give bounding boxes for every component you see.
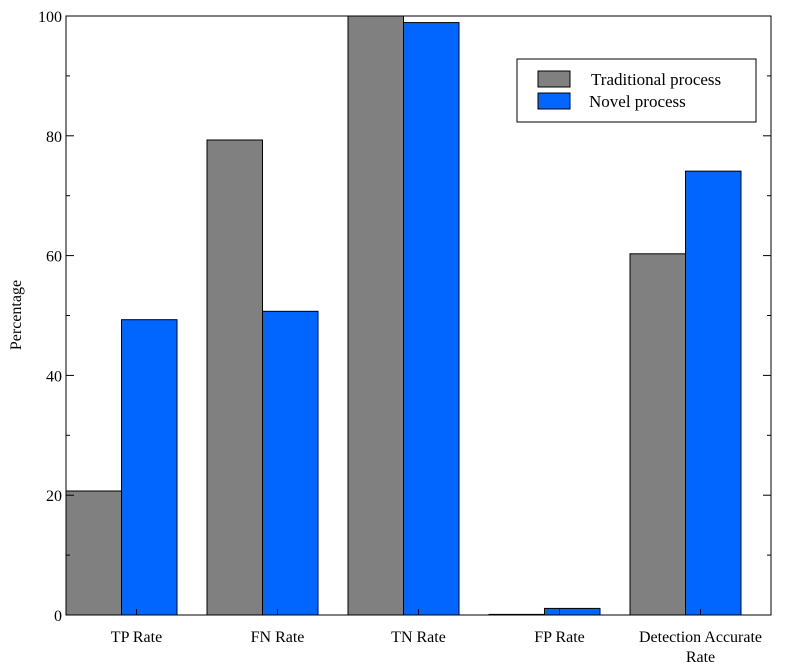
bar-novel-3 [403,22,460,616]
bar-novel-4 [544,607,601,616]
bar-traditional-3 [347,15,404,616]
legend-frame [516,58,757,123]
x-axis: TP Rate FN Rate TN Rate FP Rate Detection Ac… [111,609,762,666]
x-category-label: TP Rate [111,629,162,646]
y-axis-title: Percentage [8,280,25,350]
bar-novel-1 [121,319,178,616]
bar-novel-2 [262,310,319,616]
y-axis: 0 20 40 60 80 100 [38,9,771,625]
legend-label-traditional: Traditional process [591,70,721,89]
y-tick-label: 100 [38,9,62,26]
y-tick-label: 20 [46,488,62,505]
y-tick-label: 80 [46,129,62,146]
bar-traditional-1 [65,490,122,616]
bars-group [65,15,742,616]
x-category-label: FP Rate [534,629,585,646]
bar-traditional-2 [206,139,263,616]
legend-swatch-traditional [537,70,571,88]
y-tick-label: 0 [54,608,62,625]
legend-swatch-novel [537,92,571,110]
legend-label-novel: Novel process [589,92,686,111]
bar-traditional-5 [629,253,686,616]
x-category-label: FN Rate [251,629,305,646]
x-category-label: TN Rate [391,629,446,646]
x-category-label: Detection Accurate Rate [639,629,762,666]
bar-novel-5 [685,170,742,616]
y-tick-label: 60 [46,249,62,266]
legend: Traditional process Novel process [516,58,757,123]
y-tick-label: 40 [46,368,62,385]
